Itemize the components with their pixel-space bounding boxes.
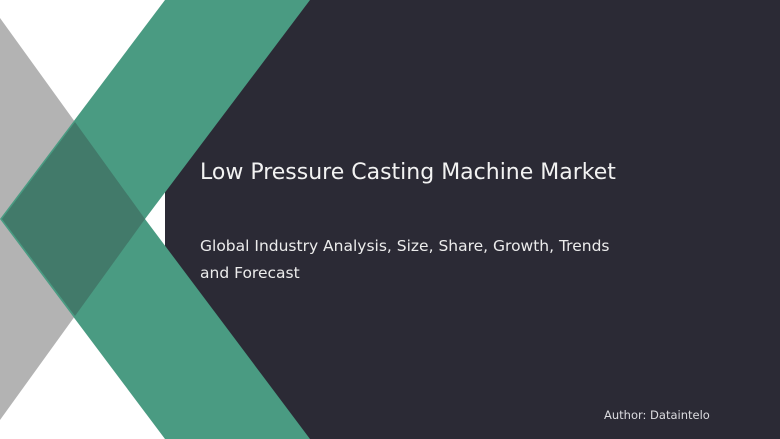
slide-subtitle: Global Industry Analysis, Size, Share, G… <box>200 237 610 282</box>
dark-panel <box>165 0 780 439</box>
slide-title: Low Pressure Casting Machine Market <box>200 160 616 185</box>
overlap-diamond <box>2 122 145 316</box>
author-label: Author: Dataintelo <box>604 408 710 422</box>
